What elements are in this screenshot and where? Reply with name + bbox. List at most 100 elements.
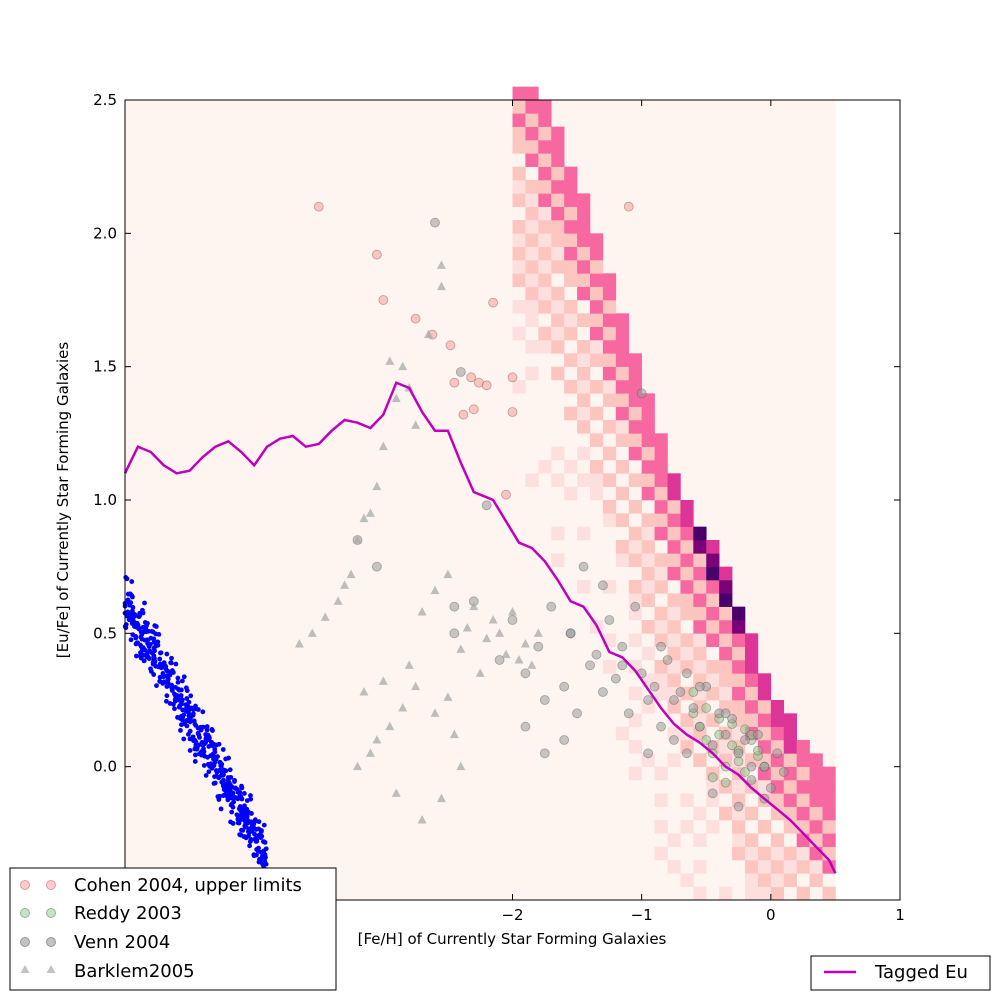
- cohen-2004-upper-limits-point: [466, 372, 477, 383]
- blue-point: [223, 787, 228, 792]
- heatmap-cell: [654, 460, 668, 474]
- barklem2005-point: [533, 628, 543, 637]
- blue-point: [228, 802, 234, 808]
- venn-2004-point: [707, 740, 718, 751]
- heatmap-cell: [757, 820, 772, 834]
- heatmap-cell: [551, 286, 565, 301]
- heatmap-cell: [654, 846, 668, 861]
- heatmap-cell: [680, 553, 694, 567]
- heatmap-cell: [680, 500, 694, 514]
- heatmap-cell: [641, 593, 655, 607]
- venn-2004-point: [681, 748, 692, 759]
- heatmap-cell: [809, 860, 823, 874]
- heatmap-cell: [693, 566, 707, 581]
- heatmap-cell: [564, 246, 578, 261]
- heatmap-cell: [757, 700, 772, 714]
- blue-point: [200, 709, 206, 715]
- venn-2004-point: [740, 735, 750, 745]
- blue-point: [248, 793, 253, 798]
- cohen-2004-upper-limits-point: [488, 297, 499, 308]
- heatmap-cell: [680, 713, 694, 727]
- blue-point: [133, 634, 139, 639]
- heatmap-cell: [796, 740, 810, 754]
- heatmap-cell: [590, 460, 604, 474]
- heatmap-cell: [628, 446, 642, 461]
- barklem2005-point: [443, 692, 453, 701]
- barklem2005-point: [346, 569, 356, 579]
- heatmap-cell: [822, 793, 836, 807]
- heatmap-cell: [693, 660, 707, 674]
- heatmap-cell: [602, 660, 617, 674]
- venn-2004-point: [617, 641, 628, 652]
- heatmap-cell: [667, 593, 681, 607]
- heatmap-cell: [706, 793, 720, 807]
- blue-point: [135, 622, 141, 628]
- heatmap-cell: [732, 700, 746, 714]
- barklem2005-point: [411, 681, 421, 691]
- heatmap-cell: [783, 846, 797, 861]
- barklem2005-point: [456, 761, 466, 771]
- heatmap-cell: [590, 260, 604, 274]
- heatmap-cell: [641, 460, 655, 474]
- heatmap-cell: [512, 246, 526, 261]
- heatmap-cell: [667, 500, 681, 514]
- heatmap-cell: [551, 206, 565, 221]
- heatmap-cell: [745, 673, 759, 687]
- heatmap-cell: [615, 366, 630, 381]
- venn-2004-point: [507, 615, 518, 625]
- heatmap-cell: [745, 713, 759, 727]
- legend-label-venn: Venn 2004: [74, 932, 170, 953]
- blue-point: [169, 682, 175, 688]
- heatmap-cell: [770, 846, 785, 861]
- heatmap-cell: [641, 486, 655, 501]
- blue-point: [173, 693, 178, 699]
- heatmap-cell: [551, 473, 565, 487]
- heatmap-cell: [641, 646, 655, 661]
- blue-point: [209, 727, 215, 732]
- heatmap-cell: [551, 326, 565, 341]
- heatmap-cell: [745, 860, 759, 874]
- heatmap-cell: [564, 313, 578, 327]
- heatmap-cell: [602, 273, 617, 287]
- heatmap-cell: [809, 846, 823, 861]
- heatmap-cell: [628, 526, 642, 541]
- heatmap-cell: [822, 886, 836, 901]
- heatmap-cell: [551, 366, 565, 381]
- blue-point: [197, 734, 202, 740]
- blue-point: [183, 708, 189, 714]
- heatmap-cell: [706, 820, 720, 834]
- heatmap-cell: [796, 846, 810, 861]
- heatmap-cell: [693, 646, 707, 661]
- heatmap-cell: [667, 513, 681, 527]
- heatmap-cell: [641, 580, 655, 594]
- blue-point: [223, 783, 228, 789]
- heatmap-cell: [783, 753, 797, 767]
- barklem2005-point: [353, 535, 362, 544]
- barklem2005-point: [424, 329, 434, 339]
- heatmap-cell: [732, 620, 746, 634]
- heatmap-cell: [667, 486, 681, 501]
- heatmap-cell: [732, 660, 746, 674]
- blue-point: [145, 654, 151, 660]
- heatmap-cell: [564, 406, 578, 421]
- venn-2004-point: [778, 767, 789, 777]
- heatmap-cell: [732, 673, 746, 687]
- blue-point: [157, 656, 163, 662]
- reddy-2003-point: [740, 724, 750, 735]
- heatmap-cell: [680, 540, 694, 554]
- blue-point: [173, 661, 179, 667]
- heatmap-cell: [577, 380, 591, 394]
- heatmap-cell: [512, 380, 526, 394]
- heatmap-cell: [602, 286, 617, 301]
- blue-point: [258, 829, 264, 834]
- heatmap-cell: [706, 673, 720, 687]
- heatmap-cell: [680, 873, 694, 887]
- venn-2004-point: [559, 681, 570, 692]
- heatmap-cell: [667, 860, 681, 874]
- heatmap-cell: [615, 353, 630, 367]
- blue-point: [138, 629, 144, 635]
- venn-2004-point: [662, 655, 673, 665]
- barklem2005-point: [443, 569, 453, 579]
- heatmap-cell: [745, 660, 759, 674]
- heatmap-cell: [770, 713, 785, 727]
